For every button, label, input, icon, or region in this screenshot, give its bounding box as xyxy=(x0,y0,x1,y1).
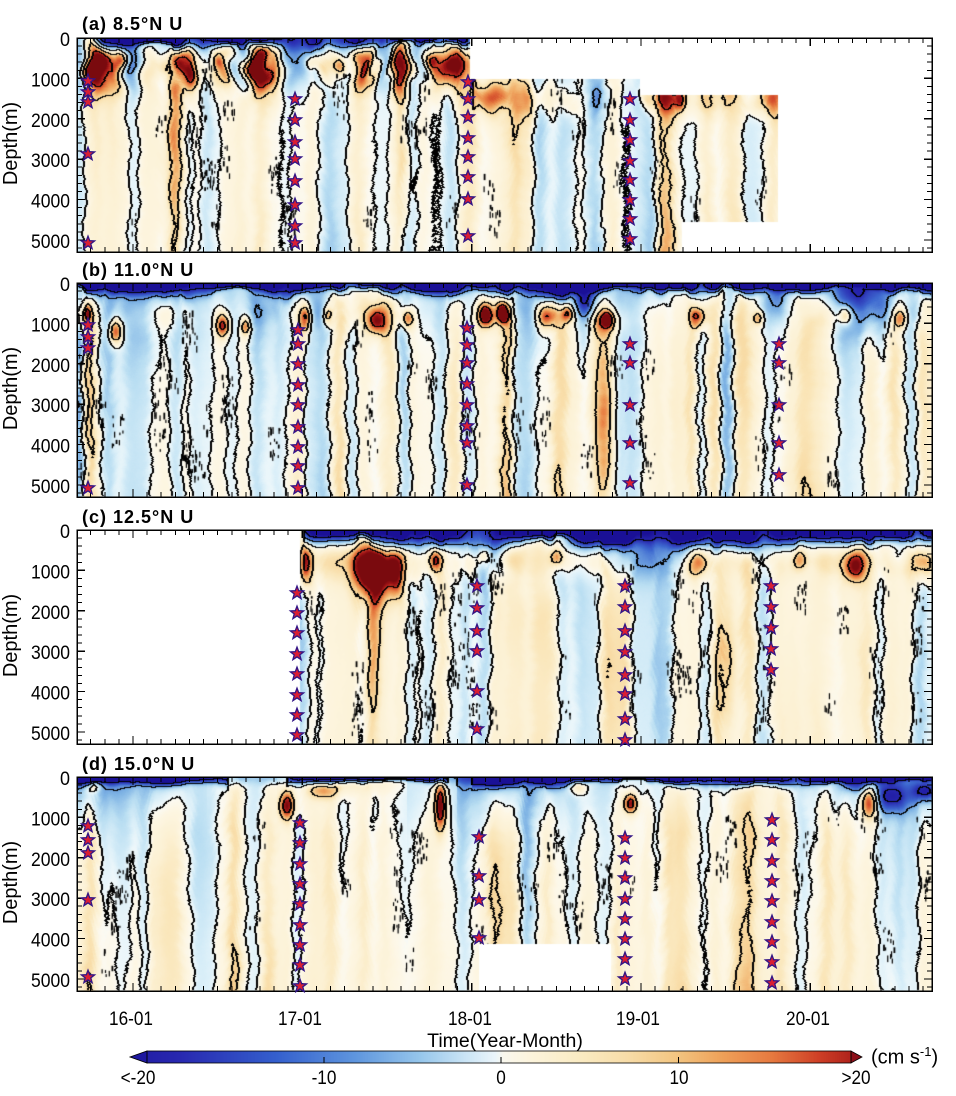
svg-text:1000: 1000 xyxy=(31,808,70,830)
svg-text:2000: 2000 xyxy=(31,849,70,871)
svg-text:0: 0 xyxy=(60,768,70,790)
svg-text:4000: 4000 xyxy=(31,436,70,458)
svg-text:3000: 3000 xyxy=(31,889,70,911)
svg-text:0: 0 xyxy=(60,29,70,51)
svg-text:2000: 2000 xyxy=(31,602,70,624)
svg-text:0: 0 xyxy=(60,521,70,543)
svg-text:3000: 3000 xyxy=(31,395,70,417)
svg-text:5000: 5000 xyxy=(31,476,70,498)
svg-text:1000: 1000 xyxy=(31,69,70,91)
svg-text:4000: 4000 xyxy=(31,930,70,952)
svg-text:0: 0 xyxy=(60,274,70,296)
svg-text:1000: 1000 xyxy=(31,561,70,583)
svg-text:2000: 2000 xyxy=(31,110,70,132)
svg-text:5000: 5000 xyxy=(31,723,70,745)
svg-text:3000: 3000 xyxy=(31,642,70,664)
svg-text:3000: 3000 xyxy=(31,150,70,172)
svg-text:4000: 4000 xyxy=(31,683,70,705)
svg-text:2000: 2000 xyxy=(31,355,70,377)
svg-text:1000: 1000 xyxy=(31,314,70,336)
svg-text:4000: 4000 xyxy=(31,191,70,213)
svg-text:5000: 5000 xyxy=(31,970,70,992)
svg-text:5000: 5000 xyxy=(31,231,70,253)
